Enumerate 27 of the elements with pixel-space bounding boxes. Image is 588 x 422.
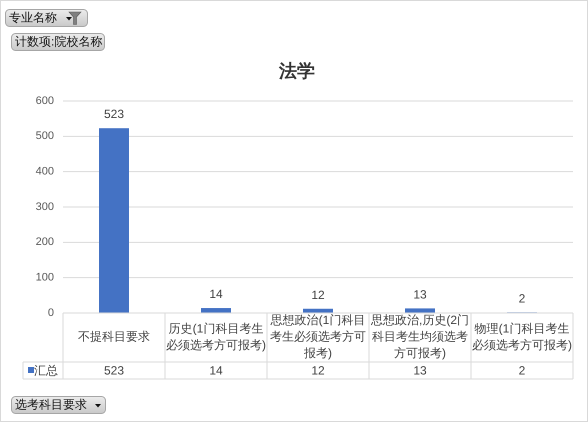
data-label: 2	[518, 364, 526, 378]
y-tick-label: 100	[36, 272, 54, 284]
y-tick-label: 400	[36, 166, 54, 178]
x-axis-title: 选考科目要求	[15, 398, 87, 412]
y-tick-label: 0	[48, 306, 54, 319]
chart-title: 法学	[278, 60, 315, 81]
x-tick-label: 历史(1门科目考生必须选考方可报考)	[166, 321, 266, 352]
annotation: 14	[209, 287, 223, 302]
data-label: 13	[413, 364, 427, 378]
y-tick-label: 200	[36, 236, 54, 248]
y-tick-label: 500	[36, 130, 54, 142]
x-tick-label: 物理(1门科目考生必须选考方可报考)	[472, 321, 572, 352]
annotation: 2	[518, 291, 526, 306]
data-label: 14	[209, 364, 223, 378]
x-tick-label: 思想政治(1门科目考生必须选考方可报考)	[270, 313, 366, 360]
legend-label: 汇总	[34, 364, 58, 378]
data-label: 12	[311, 364, 325, 378]
text: 专业名称	[9, 10, 57, 25]
annotation: 13	[413, 287, 427, 302]
data-label: 523	[104, 364, 124, 378]
y-tick-label: 300	[36, 200, 54, 213]
x-tick-label: 不提科目要求	[78, 330, 150, 344]
y-tick-label: 600	[36, 94, 54, 107]
y-axis-title: 计数项:院校名称	[15, 34, 102, 49]
annotation: 12	[311, 288, 325, 302]
x-tick-label: 思想政治,历史(2门科目考生均须选考方可报考)	[370, 313, 470, 360]
annotation: 523	[104, 107, 124, 122]
